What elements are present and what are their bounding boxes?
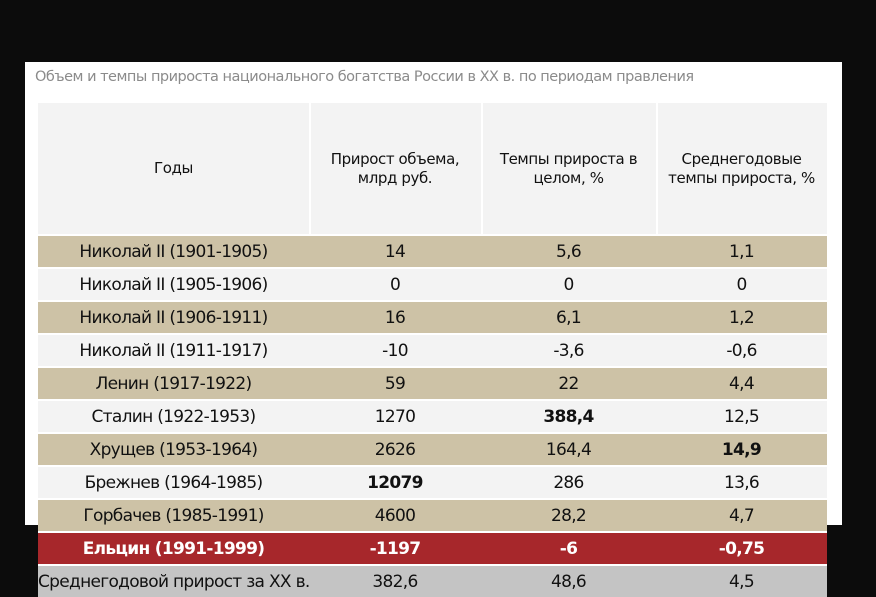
table-row: Николай II (1906-1911) 16 6,1 1,2 — [38, 300, 827, 333]
table-title: Объем и темпы прироста национального бог… — [35, 69, 694, 85]
header-separator — [309, 103, 311, 234]
cell-growth-annual-max: 14,9 — [721, 439, 762, 460]
cell-period: Хрущев (1953-1964) — [89, 439, 258, 460]
table-row: Сталин (1922-1953) 1270 388,4 12,5 — [38, 399, 827, 432]
cell-period: Николай II (1905-1906) — [79, 274, 268, 295]
header-years: Годы — [154, 159, 193, 177]
cell-growth-annual: 12,5 — [723, 406, 760, 427]
cell-period: Николай II (1911-1917) — [79, 340, 268, 361]
cell-volume: -10 — [382, 340, 408, 361]
cell-growth-annual: 4,7 — [729, 505, 755, 526]
cell-growth-annual: -0,75 — [718, 538, 765, 559]
header-separator — [656, 103, 658, 234]
cell-growth-annual: 4,5 — [729, 571, 755, 592]
cell-growth-total: 6,1 — [556, 307, 582, 328]
cell-growth-annual: 1,2 — [729, 307, 755, 328]
table-card: Объем и темпы прироста национального бог… — [25, 62, 842, 597]
table-row-highlighted: Ельцин (1991-1999) -1197 -6 -0,75 — [38, 531, 827, 564]
cell-growth-total: -3,6 — [553, 340, 584, 361]
cell-growth-total-max: 388,4 — [543, 406, 594, 427]
cell-period: Николай II (1901-1905) — [79, 241, 268, 262]
cell-volume: 59 — [384, 373, 406, 394]
header-growth-total: Темпы прироста в целом, % — [499, 149, 638, 187]
header-volume: Прирост объема, млрд руб. — [330, 149, 460, 187]
data-table: Годы Прирост объема, млрд руб. Темпы при… — [38, 103, 827, 597]
cell-volume: 4600 — [374, 505, 416, 526]
cell-growth-annual: 0 — [736, 274, 747, 295]
cell-volume: 2626 — [374, 439, 416, 460]
cell-growth-total: 22 — [558, 373, 579, 394]
table-row: Брежнев (1964-1985) 12079 286 13,6 — [38, 465, 827, 498]
cell-growth-annual: 13,6 — [723, 472, 760, 493]
table-row: Николай II (1911-1917) -10 -3,6 -0,6 — [38, 333, 827, 366]
cell-period: Ельцин (1991-1999) — [82, 538, 265, 559]
table-row: Николай II (1901-1905) 14 5,6 1,1 — [38, 234, 827, 267]
table-row: Горбачев (1985-1991) 4600 28,2 4,7 — [38, 498, 827, 531]
cell-growth-total: -6 — [559, 538, 578, 559]
cell-growth-total: 48,6 — [550, 571, 587, 592]
header-growth-annual: Среднегодовые темпы прироста, % — [668, 149, 815, 187]
cell-period: Брежнев (1964-1985) — [84, 472, 264, 493]
cell-volume-max: 12079 — [367, 472, 423, 493]
cell-growth-total: 286 — [553, 472, 584, 493]
table-row: Николай II (1905-1906) 0 0 0 — [38, 267, 827, 300]
cell-period: Ленин (1917-1922) — [95, 373, 253, 394]
table-header-row: Годы Прирост объема, млрд руб. Темпы при… — [38, 103, 827, 234]
cell-volume: 1270 — [374, 406, 416, 427]
cell-growth-total: 0 — [563, 274, 574, 295]
table-row: Ленин (1917-1922) 59 22 4,4 — [38, 366, 827, 399]
cell-growth-annual: -0,6 — [726, 340, 757, 361]
cell-period: Среднегодовой прирост за XX в. — [38, 571, 310, 592]
cell-volume: 382,6 — [372, 571, 418, 592]
cell-volume: -1197 — [369, 538, 422, 559]
cell-period: Горбачев (1985-1991) — [83, 505, 264, 526]
cell-volume: 14 — [384, 241, 406, 262]
cell-growth-total: 28,2 — [550, 505, 587, 526]
cell-growth-total: 5,6 — [556, 241, 582, 262]
table-row: Хрущев (1953-1964) 2626 164,4 14,9 — [38, 432, 827, 465]
cell-period: Сталин (1922-1953) — [91, 406, 257, 427]
cell-period: Николай II (1906-1911) — [79, 307, 268, 328]
header-separator — [481, 103, 483, 234]
cell-growth-total: 164,4 — [545, 439, 592, 460]
cell-volume: 16 — [384, 307, 406, 328]
cell-growth-annual: 1,1 — [729, 241, 755, 262]
table-summary-row: Среднегодовой прирост за XX в. 382,6 48,… — [38, 564, 827, 597]
cell-growth-annual: 4,4 — [729, 373, 755, 394]
cell-volume: 0 — [389, 274, 401, 295]
